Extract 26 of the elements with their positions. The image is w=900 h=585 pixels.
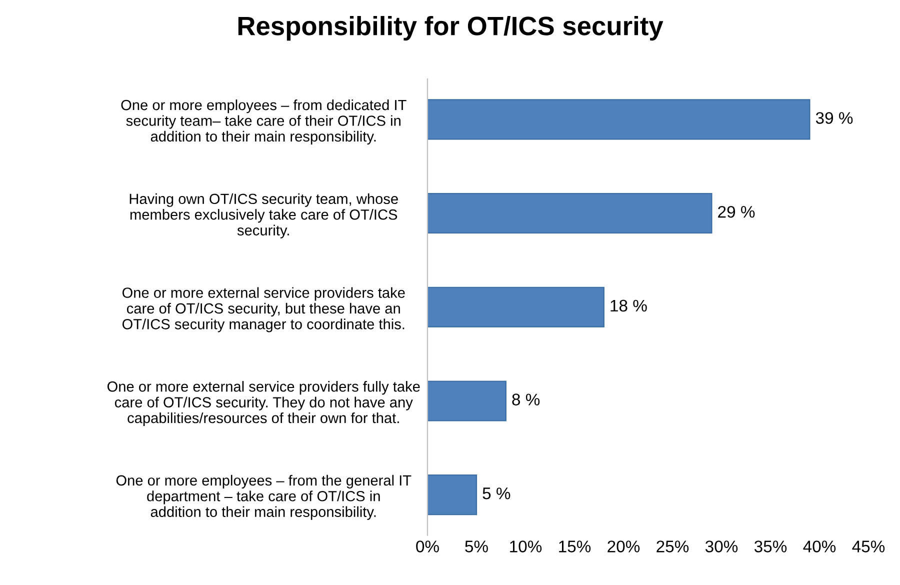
x-tick-label: 0%	[416, 540, 439, 552]
bar	[428, 474, 478, 516]
x-tick-label: 35%	[754, 540, 787, 552]
bar	[428, 286, 604, 328]
x-tick-label: 30%	[705, 540, 738, 552]
y-tick-label: One or more employees – from the general IT department – take care of OT/ICS in addition to their main responsibility.	[116, 474, 412, 520]
x-tick-label: 25%	[656, 540, 689, 552]
y-tick-label: One or more external service providers take care of OT/ICS security, but these have an OT/ICS security manager to coordinate this.	[122, 287, 405, 332]
bar	[428, 380, 506, 422]
bar	[428, 99, 810, 140]
data-label: 5 %	[482, 488, 510, 500]
y-tick-label: Having own OT/ICS security team, whose members exclusively take care of OT/ICS security.	[130, 193, 398, 238]
x-tick-label: 15%	[559, 540, 591, 552]
x-tick-label: 40%	[803, 540, 836, 552]
x-tick-label: 45%	[852, 540, 885, 552]
chart-title: Responsibility for OT/ICS security	[238, 16, 664, 41]
x-tick-label: 20%	[608, 540, 640, 552]
bar	[428, 193, 712, 234]
data-label: 8 %	[512, 394, 540, 406]
y-tick-label: One or more employees – from dedicated IT security team– take care of their OT/ICS in addition to their main responsibility.	[121, 99, 406, 144]
x-tick-label: 10%	[510, 540, 542, 552]
data-label: 29 %	[718, 206, 755, 218]
y-tick-label: One or more external service providers fully take care of OT/ICS security. They do not have any capabilities/resources of their own for that.	[107, 381, 420, 426]
data-label: 18 %	[610, 300, 647, 312]
data-label: 39 %	[816, 112, 853, 124]
x-tick-label: 5%	[465, 540, 488, 552]
